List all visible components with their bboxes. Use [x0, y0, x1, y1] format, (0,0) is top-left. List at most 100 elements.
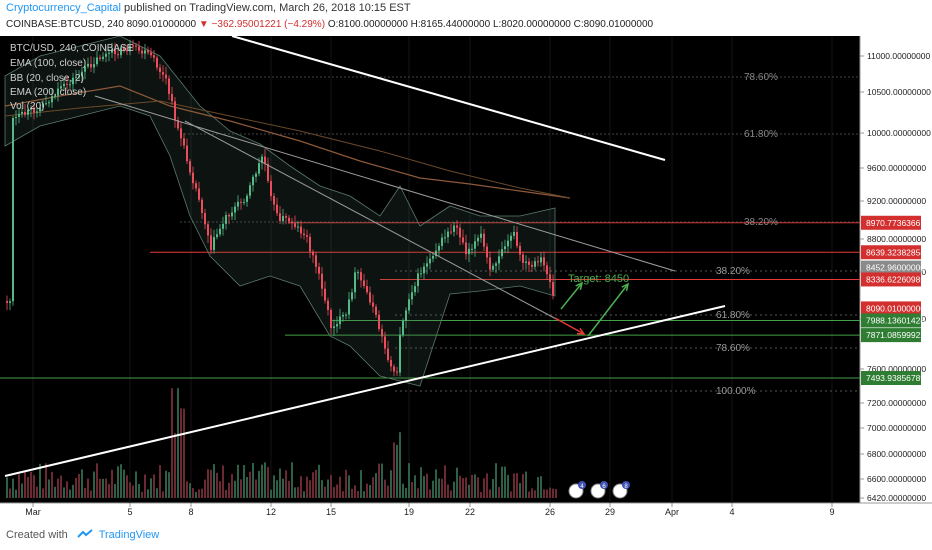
price-tag-current[interactable]: [861, 260, 921, 275]
event-count-bubble: [578, 481, 586, 489]
volume-bar: [327, 479, 329, 498]
candle-body: [105, 53, 107, 57]
candle-body: [186, 145, 188, 162]
price-tag-label: 7988.13601428: [866, 315, 925, 325]
price-tag-resistance[interactable]: [861, 215, 921, 230]
candle-body: [156, 57, 158, 68]
volume-bar: [234, 480, 236, 498]
volume-bar: [111, 469, 113, 498]
volume-bar: [555, 488, 557, 498]
volume-bar: [60, 475, 62, 498]
candle-body: [282, 216, 284, 222]
volume-bar: [168, 472, 170, 498]
target-annotation[interactable]: Target: 8450: [568, 273, 629, 285]
price-tag-support[interactable]: [861, 371, 921, 386]
price-tag-label: 8970.77363661: [866, 218, 925, 228]
volume-bar: [150, 478, 152, 498]
channel-line[interactable]: [184, 120, 561, 322]
volume-bar: [15, 489, 17, 498]
volume-bar: [516, 473, 518, 498]
chart-canvas[interactable]: 78.60% 61.80% 38.20% 38.20% 61.80% 78.60% 100.…: [0, 35, 932, 520]
legend-ema100[interactable]: EMA (100, close): [10, 58, 86, 69]
volume-bar: [159, 465, 161, 498]
time-tick-label: 19: [404, 507, 414, 517]
candle-body: [258, 163, 260, 174]
candle-body: [294, 223, 296, 227]
volume-bar: [459, 475, 461, 498]
up-arrow[interactable]: [587, 283, 629, 337]
indicator-legend: BTC/USD, 240, COINBASE EMA (100, close) …: [10, 43, 134, 112]
candle-body: [504, 246, 506, 250]
price-chart[interactable]: 78.60% 61.80% 38.20% 38.20% 61.80% 78.60% 100.…: [0, 35, 932, 520]
volume-bar: [132, 485, 134, 498]
volume-bar: [381, 463, 383, 498]
candle-body: [519, 245, 521, 255]
down-arrow[interactable]: [554, 317, 585, 335]
price-tag-resistance[interactable]: [861, 245, 921, 260]
volume-bar: [126, 475, 128, 498]
upper-trend-line[interactable]: [231, 35, 666, 161]
candle-body: [510, 235, 512, 241]
volume-bar: [69, 489, 71, 498]
volume-bar: [450, 490, 452, 498]
candle-body: [135, 45, 137, 47]
candle-body: [183, 138, 185, 146]
legend-volume[interactable]: Vol (20): [10, 101, 44, 112]
volume-bar: [231, 473, 233, 498]
up-arrow-head: [575, 281, 584, 290]
candle-body: [360, 272, 362, 281]
candle-body: [243, 201, 245, 203]
candle-body: [204, 212, 206, 225]
candle-body: [252, 176, 254, 186]
price-tag-last[interactable]: [861, 301, 921, 316]
candle-body: [402, 320, 404, 335]
candle-body: [114, 49, 116, 55]
candle-body: [297, 226, 299, 228]
candle-body: [420, 273, 422, 275]
volume-bar: [435, 469, 437, 498]
volume-bar: [453, 481, 455, 498]
volume-bar: [438, 478, 440, 498]
volume-bar: [285, 470, 287, 498]
volume-bar: [180, 408, 182, 498]
price-tick-label: 7600.00000000: [867, 364, 926, 374]
volume-bar: [471, 474, 473, 498]
candle-body: [255, 173, 257, 177]
volume-bar: [315, 469, 317, 498]
up-arrow[interactable]: [560, 282, 583, 310]
symbol-ohlc-line: COINBASE:BTCUSD, 240 8090.01000000 ▼ −36…: [6, 19, 653, 30]
candle-body: [18, 113, 20, 117]
volume-bar: [318, 464, 320, 498]
candle-body: [234, 206, 236, 213]
volume-bar: [441, 478, 443, 498]
channel-line[interactable]: [94, 95, 676, 272]
volume-bar: [201, 488, 203, 498]
tradingview-link[interactable]: TradingView: [98, 529, 160, 541]
price-tag-label: 8639.32382854: [866, 247, 925, 257]
volume-bar: [108, 484, 110, 498]
volume-bar: [225, 489, 227, 498]
legend-ema200[interactable]: EMA (200, close): [10, 87, 86, 98]
candle-body: [261, 156, 263, 164]
volume-bar: [183, 408, 185, 498]
candle-body: [228, 214, 230, 217]
candle-body: [435, 250, 437, 257]
volume-bar: [342, 491, 344, 498]
legend-bb[interactable]: BB (20, close, 2): [10, 73, 84, 84]
volume-bar: [456, 467, 458, 498]
candle-body: [447, 231, 449, 238]
volume-bar: [45, 463, 47, 498]
candle-body: [267, 163, 269, 181]
volume-bar: [522, 474, 524, 498]
time-tick-label: 12: [266, 507, 276, 517]
volume-bar: [519, 483, 521, 498]
volume-bar: [246, 477, 248, 498]
author-link[interactable]: Cryptocurrency_Capital: [6, 2, 121, 14]
lower-trend-line[interactable]: [4, 305, 726, 477]
price-tag-resistance[interactable]: [861, 272, 921, 287]
candle-body: [117, 54, 119, 56]
price-tick-label: 8800.00000000: [867, 234, 926, 244]
candle-body: [324, 288, 326, 301]
price-tag-support[interactable]: [861, 313, 921, 328]
price-tag-support[interactable]: [861, 328, 921, 343]
